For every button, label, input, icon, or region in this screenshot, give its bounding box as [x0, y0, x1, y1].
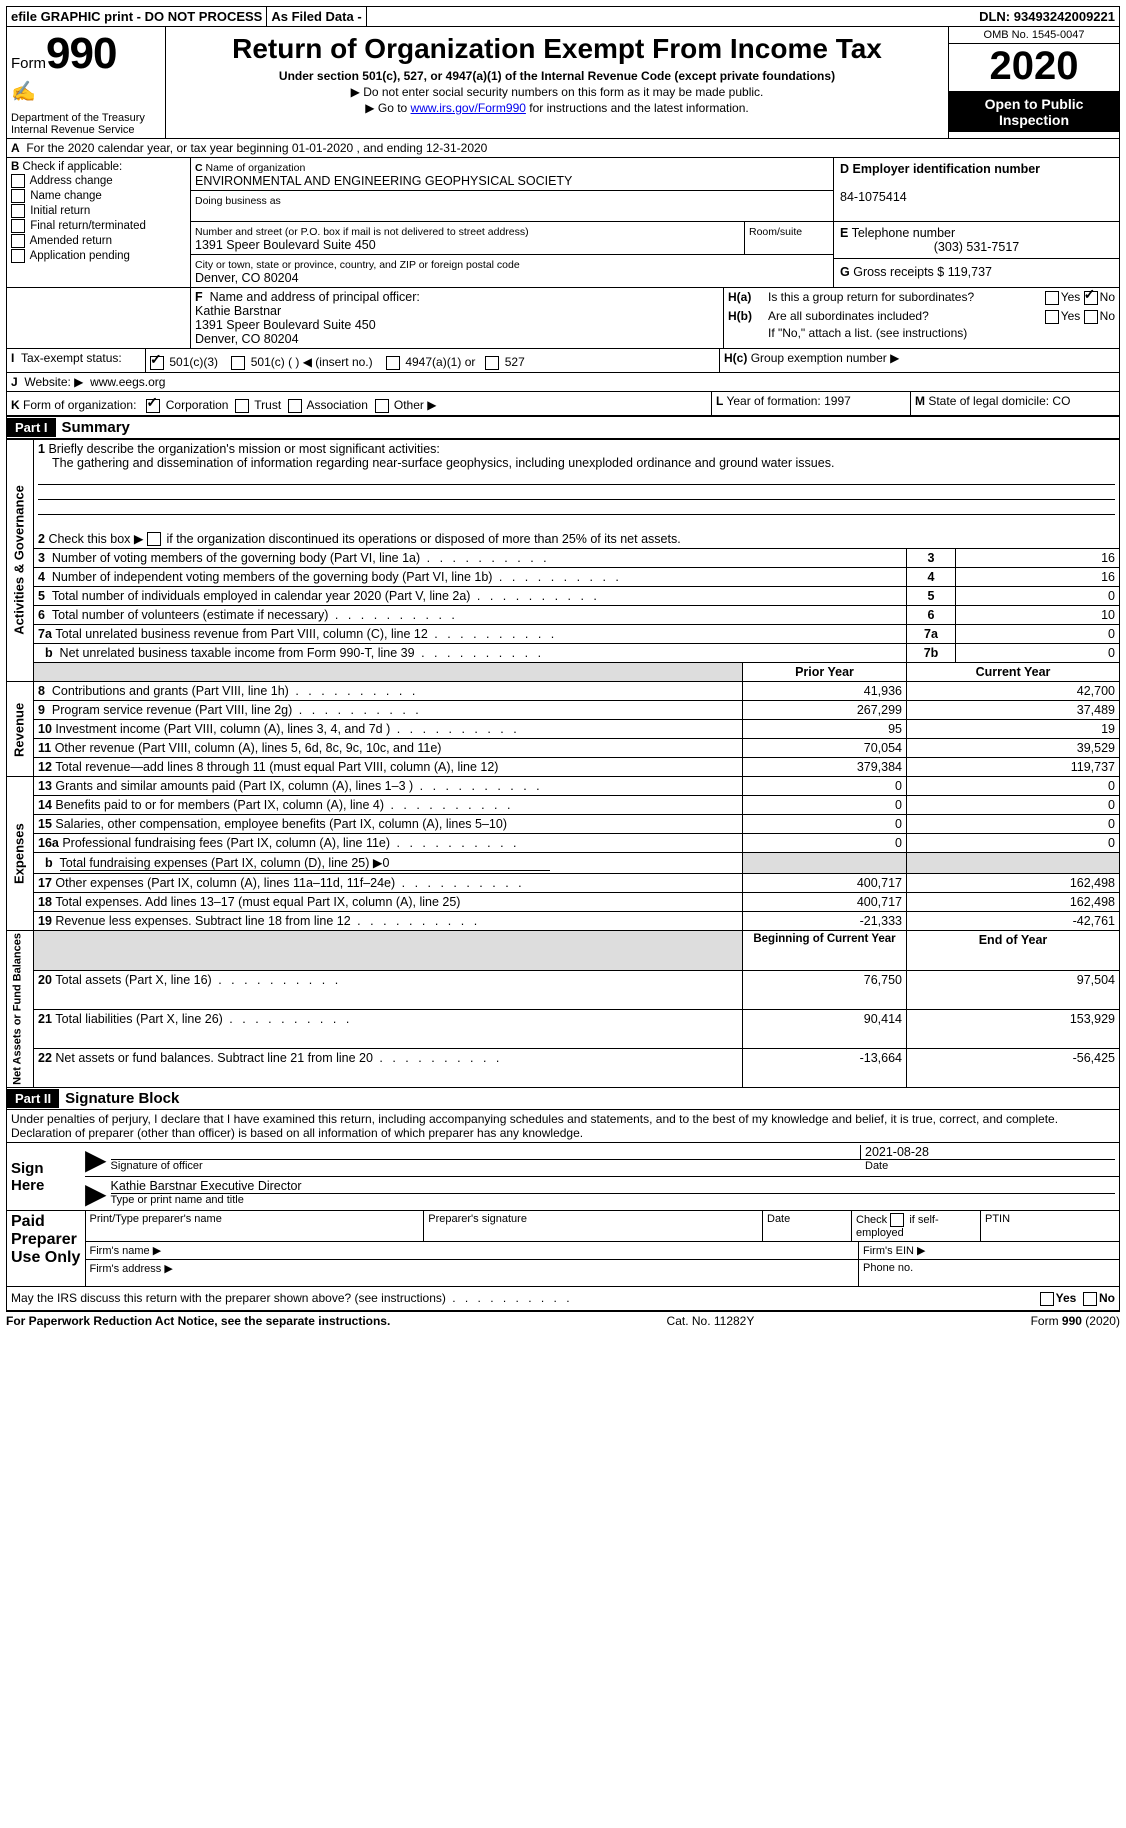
section-f: F Name and address of principal officer:… [191, 287, 724, 348]
checkbox-discuss-yes[interactable] [1040, 1292, 1054, 1306]
header-right: OMB No. 1545-0047 2020 Open to Public In… [948, 27, 1119, 138]
section-b: B Check if applicable: Address change Na… [7, 158, 191, 287]
checkbox-trust[interactable] [235, 399, 249, 413]
line-6: 6 Total number of volunteers (estimate i… [7, 606, 1120, 625]
checkbox-ha-no[interactable] [1084, 291, 1098, 305]
checkbox-ha-yes[interactable] [1045, 291, 1059, 305]
efile-notice: efile GRAPHIC print - DO NOT PROCESS [7, 7, 267, 26]
revenue-label: Revenue [7, 682, 34, 777]
line-3: 3 Number of voting members of the govern… [7, 549, 1120, 568]
part1-table: Activities & Governance 1 Briefly descri… [6, 439, 1120, 1089]
section-c: C Name of organization ENVIRONMENTAL AND… [191, 158, 834, 287]
declaration: Under penalties of perjury, I declare th… [6, 1110, 1120, 1142]
checkbox-other[interactable] [375, 399, 389, 413]
section-a: A For the 2020 calendar year, or tax yea… [6, 139, 1120, 158]
irs-link[interactable]: www.irs.gov/Form990 [411, 101, 526, 115]
section-fh: F Name and address of principal officer:… [6, 287, 1120, 349]
header-left: Form990 ✍ Department of the Treasury Int… [7, 27, 166, 138]
checkbox-application-pending[interactable] [11, 249, 25, 263]
checkbox-self-employed[interactable] [890, 1213, 904, 1227]
section-klm: K Form of organization: Corporation Trus… [6, 392, 1120, 417]
line-7b: b Net unrelated business taxable income … [7, 644, 1120, 663]
form-title: Return of Organization Exempt From Incom… [172, 33, 942, 65]
checkbox-name-change[interactable] [11, 189, 25, 203]
signature-table: Sign Here ▶ 2021-08-28 Signature of offi… [6, 1142, 1120, 1287]
line-5: 5 Total number of individuals employed i… [7, 587, 1120, 606]
line-7a: 7a Total unrelated business revenue from… [7, 625, 1120, 644]
top-bar: efile GRAPHIC print - DO NOT PROCESS As … [6, 6, 1120, 27]
checkbox-hb-no[interactable] [1084, 310, 1098, 324]
checkbox-4947[interactable] [386, 356, 400, 370]
checkbox-amended[interactable] [11, 234, 25, 248]
expenses-label: Expenses [7, 777, 34, 931]
header-center: Return of Organization Exempt From Incom… [166, 27, 948, 138]
section-bcd: B Check if applicable: Address change Na… [6, 158, 1120, 287]
checkbox-discuss-no[interactable] [1083, 1292, 1097, 1306]
checkbox-assoc[interactable] [288, 399, 302, 413]
checkbox-501c3[interactable] [150, 356, 164, 370]
checkbox-discontinued[interactable] [147, 532, 161, 546]
dln: DLN: 93493242009221 [975, 7, 1119, 26]
org-name: ENVIRONMENTAL AND ENGINEERING GEOPHYSICA… [195, 174, 572, 188]
checkbox-527[interactable] [485, 356, 499, 370]
section-i: I Tax-exempt status: 501(c)(3) 501(c) ( … [6, 349, 1120, 373]
checkbox-501c[interactable] [231, 356, 245, 370]
checkbox-hb-yes[interactable] [1045, 310, 1059, 324]
footer: For Paperwork Reduction Act Notice, see … [6, 1311, 1120, 1330]
discuss-row: May the IRS discuss this return with the… [6, 1287, 1120, 1311]
checkbox-address-change[interactable] [11, 174, 25, 188]
form-header: Form990 ✍ Department of the Treasury Int… [6, 27, 1120, 139]
checkbox-corp[interactable] [146, 399, 160, 413]
activities-label: Activities & Governance [7, 439, 34, 682]
part1-header: Part I Summary [6, 417, 1120, 439]
section-deg: D Employer identification number 84-1075… [834, 158, 1119, 287]
checkbox-final-return[interactable] [11, 219, 25, 233]
netassets-label: Net Assets or Fund Balances [7, 931, 34, 1088]
asfiled-label: As Filed Data - [267, 7, 366, 26]
line-4: 4 Number of independent voting members o… [7, 568, 1120, 587]
checkbox-initial-return[interactable] [11, 204, 25, 218]
ein: 84-1075414 [840, 190, 907, 204]
part2-header: Part II Signature Block [6, 1088, 1120, 1110]
section-j: J Website: ▶ www.eegs.org [6, 373, 1120, 392]
section-h: H(a) Is this a group return for subordin… [724, 287, 1119, 348]
